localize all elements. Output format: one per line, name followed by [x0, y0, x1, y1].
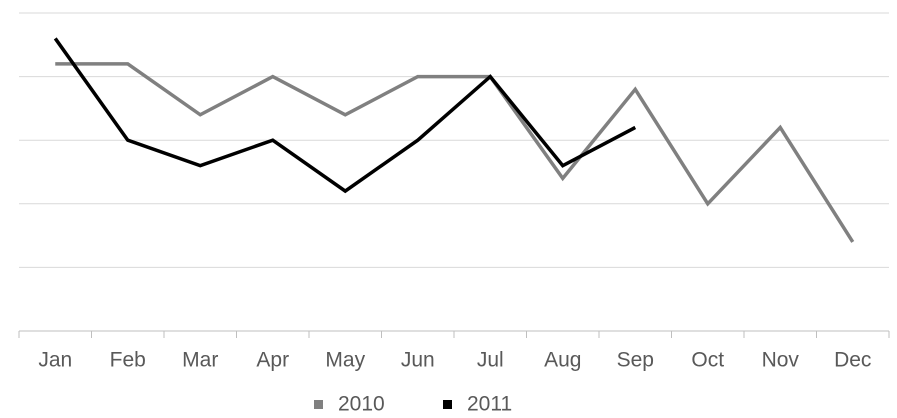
x-tick-label: Sep [617, 349, 654, 372]
x-tick-label: Oct [691, 349, 724, 372]
x-tick-label: Jan [38, 349, 72, 372]
legend-swatch [443, 400, 452, 409]
x-tick-label: Aug [544, 349, 581, 372]
legend-label: 2010 [338, 393, 385, 416]
x-tick-label: Nov [762, 349, 800, 372]
legend-label: 2011 [467, 393, 512, 416]
x-tick-label: May [325, 349, 365, 372]
x-tick-label: Apr [256, 349, 289, 372]
series-line [55, 62, 855, 243]
legend-swatch [314, 400, 323, 409]
series-line [53, 37, 637, 194]
x-tick-label: Dec [834, 349, 871, 372]
x-tick-label: Jul [477, 349, 504, 372]
x-tick-label: Feb [110, 349, 146, 372]
x-tick-label: Mar [182, 349, 218, 372]
x-tick-label: Jun [401, 349, 435, 372]
